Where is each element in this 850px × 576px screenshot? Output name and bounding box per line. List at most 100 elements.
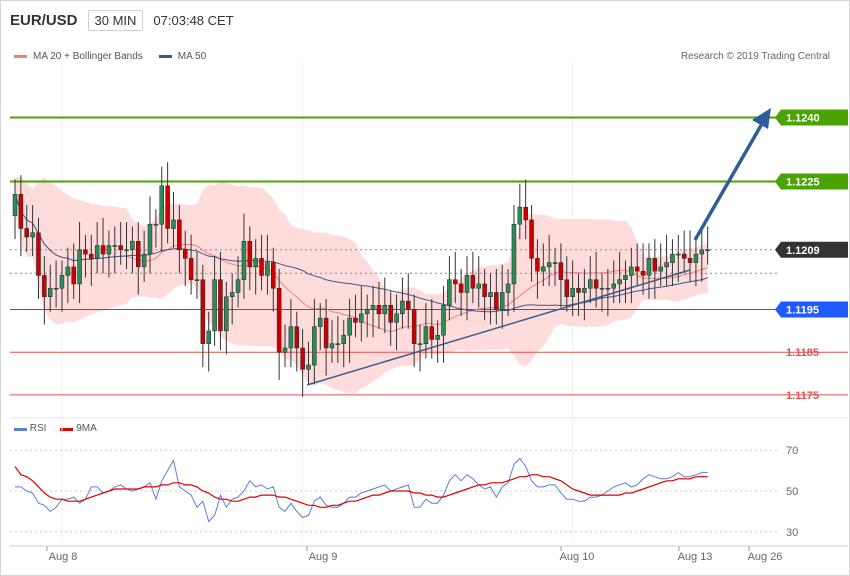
candle-body (153, 223, 159, 226)
candle-body (106, 245, 112, 255)
candle-body (552, 262, 558, 264)
candle (253, 239, 258, 295)
candle (288, 298, 294, 368)
candle-body (317, 317, 323, 327)
chart-header: EUR/USD 30 MIN 07:03:48 CET (10, 8, 234, 32)
candle (77, 222, 82, 304)
candle-body (447, 279, 452, 306)
candle-body (494, 292, 499, 310)
candle (89, 234, 94, 287)
candle-body (71, 266, 76, 285)
candle-body (94, 245, 100, 259)
candle-body (499, 292, 505, 310)
candle (494, 269, 499, 325)
candle (447, 256, 452, 321)
projection-arrow-line (693, 121, 765, 241)
candle-body (300, 347, 305, 370)
candle (652, 239, 658, 299)
trendline-support (306, 269, 691, 386)
candle-body (59, 275, 65, 289)
ma50-swatch (158, 55, 172, 58)
price-tag-1.1195 (775, 301, 848, 318)
candle (558, 243, 564, 308)
candle-body (670, 253, 675, 263)
candle (65, 247, 71, 304)
candle (634, 243, 640, 287)
candle (159, 166, 164, 252)
candle-body (364, 309, 370, 315)
rsi-line (15, 457, 708, 523)
candle (623, 260, 628, 304)
candle (229, 273, 235, 325)
candle-body (523, 206, 528, 221)
candle (130, 226, 135, 274)
copyright-label: Research © 2019 Trading Central (680, 51, 830, 62)
price-label-1.1209: 1.1209 (786, 245, 820, 257)
price-label-1.1240: 1.1240 (786, 112, 820, 124)
candle-body (664, 262, 669, 268)
candle (429, 298, 435, 359)
candle (482, 269, 487, 321)
candle-body (18, 194, 24, 229)
candle (12, 179, 18, 240)
candle-body (541, 266, 546, 272)
candle (535, 239, 540, 299)
candle-body (476, 283, 481, 289)
candle (276, 269, 282, 380)
candle (306, 341, 311, 385)
timeframe-button[interactable]: 30 MIN (87, 9, 144, 31)
candle-body (83, 249, 88, 255)
candle (599, 273, 605, 312)
candle-body (370, 305, 376, 310)
candle-body (505, 283, 511, 293)
candle-body (42, 275, 47, 298)
candle-body (253, 258, 258, 268)
x-tick-label: Aug 8 (49, 551, 78, 563)
candle (194, 251, 200, 299)
candle-body (353, 317, 358, 323)
ma50-line (14, 194, 708, 313)
candle (171, 192, 176, 248)
candle (693, 239, 699, 287)
rsi-swatch (14, 428, 27, 431)
candle-body (112, 245, 118, 247)
candle (629, 247, 634, 304)
candle (476, 256, 481, 308)
candle (42, 256, 47, 325)
candle-body (182, 249, 188, 259)
candle (417, 324, 423, 372)
candle (71, 243, 76, 299)
candle (529, 204, 534, 282)
rsi-9ma-line (14, 466, 708, 508)
candle (24, 204, 29, 252)
candle (406, 273, 411, 329)
candle (441, 286, 446, 363)
ma50-legend-label: MA 50 (177, 51, 207, 62)
candle-body (400, 300, 405, 315)
candle (94, 222, 100, 274)
candle-body (652, 258, 658, 272)
candle (153, 209, 159, 248)
candle (100, 217, 106, 274)
x-tick-label: Aug 13 (678, 551, 713, 563)
candle-body (681, 253, 687, 259)
candle-body (482, 283, 487, 298)
candle-body (65, 266, 71, 276)
candle (364, 294, 370, 338)
candle (347, 298, 352, 363)
candle-body (699, 249, 705, 255)
candle (687, 230, 693, 282)
candle-body (382, 305, 388, 315)
9ma-swatch (60, 428, 74, 431)
candle-body (247, 241, 253, 268)
candle (30, 204, 35, 257)
rsi-legend: RSI 9MA (14, 423, 97, 434)
candle (505, 269, 511, 316)
candle-body (406, 300, 411, 310)
candle (570, 260, 575, 316)
candle-body (435, 334, 440, 340)
candle (188, 234, 194, 295)
price-tag-1.1209 (775, 241, 848, 258)
candle-body (282, 347, 288, 353)
candle (517, 183, 523, 240)
